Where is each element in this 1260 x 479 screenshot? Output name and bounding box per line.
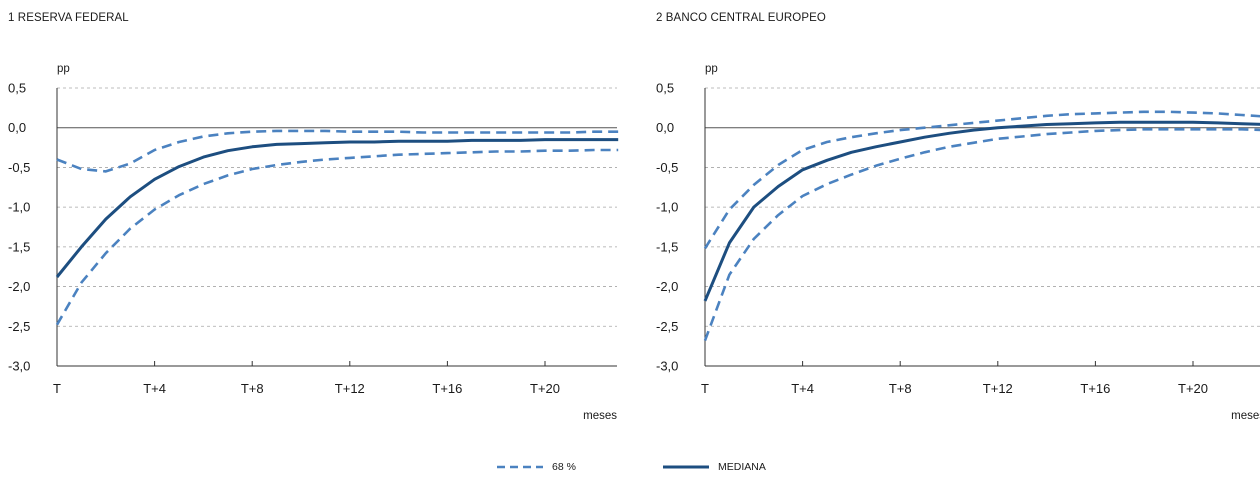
series-line-68 — [55, 148, 619, 326]
y-tick-label: -0,5 — [656, 160, 678, 175]
x-tick-label: T — [701, 381, 709, 396]
x-tick-label: T+4 — [791, 381, 814, 396]
y-tick-label: -2,5 — [8, 319, 30, 334]
y-tick-label: -0,5 — [8, 160, 30, 175]
legend-label-mediana: MEDIANA — [718, 461, 766, 473]
y-tick-label: -1,5 — [656, 239, 678, 254]
y-tick-label: -1,0 — [656, 200, 678, 215]
chart-panel-ecb: 2 BANCO CENTRAL EUROPEO 0,5 0,0 -0,5 -1,0 -1… — [648, 0, 1260, 430]
y-tick-label: 0,5 — [656, 81, 674, 96]
series-line-mediana — [55, 138, 619, 278]
x-axis-label: meses — [583, 410, 617, 422]
y-tick-label: -3,0 — [8, 359, 30, 374]
y-tick-label: 0,0 — [8, 120, 26, 135]
series-line-68 — [703, 110, 1260, 250]
x-tick-label: T+16 — [432, 381, 462, 396]
y-axis-unit-label: pp — [57, 63, 70, 75]
x-tick-label: T+8 — [241, 381, 264, 396]
y-tick-label: -3,0 — [656, 359, 678, 374]
x-tick-label: T+20 — [1178, 381, 1208, 396]
x-tick-label: T+12 — [335, 381, 365, 396]
x-tick-label: T+4 — [143, 381, 166, 396]
series-line-68 — [703, 128, 1260, 342]
x-tick-label: T+16 — [1080, 381, 1110, 396]
y-tick-label: 0,5 — [8, 81, 26, 96]
legend-label-68: 68 % — [552, 461, 576, 473]
y-tick-label: 0,0 — [656, 120, 674, 135]
x-tick-label: T — [53, 381, 61, 396]
y-tick-label: -1,5 — [8, 239, 30, 254]
legend-item-mediana: MEDIANA — [662, 461, 766, 473]
legend: 68 % MEDIANA — [0, 461, 1260, 477]
chart-svg: 0,5 0,0 -0,5 -1,0 -1,5 -2,0 -2,5 -3,0 pp T T+4 T+8 T… — [8, 63, 619, 422]
y-tick-label: -2,0 — [656, 279, 678, 294]
chart-title: 1 RESERVA FEDERAL — [8, 12, 129, 24]
chart-panel-federal-reserve: 1 RESERVA FEDERAL 0,5 0,0 -0,5 -1,0 -1,5 -2,0… — [0, 0, 620, 430]
y-tick-label: -2,5 — [656, 319, 678, 334]
x-tick-label: T+12 — [983, 381, 1013, 396]
series-line-68 — [56, 129, 619, 173]
x-tick-label: T+8 — [889, 381, 912, 396]
legend-item-68: 68 % — [496, 461, 576, 473]
solid-line-swatch-icon — [663, 465, 709, 469]
chart-title: 2 BANCO CENTRAL EUROPEO — [656, 12, 826, 24]
x-tick-label: T+20 — [530, 381, 560, 396]
y-tick-label: -2,0 — [8, 279, 30, 294]
y-tick-label: -1,0 — [8, 200, 30, 215]
chart-svg: 0,5 0,0 -0,5 -1,0 -1,5 -2,0 -2,5 -3,0 pp T T+4 T+8 T… — [656, 63, 1260, 422]
y-axis-unit-label: pp — [705, 63, 718, 75]
series-line-mediana — [703, 120, 1260, 302]
x-axis-label: meses — [1231, 410, 1260, 422]
dashed-line-swatch-icon — [497, 465, 543, 469]
